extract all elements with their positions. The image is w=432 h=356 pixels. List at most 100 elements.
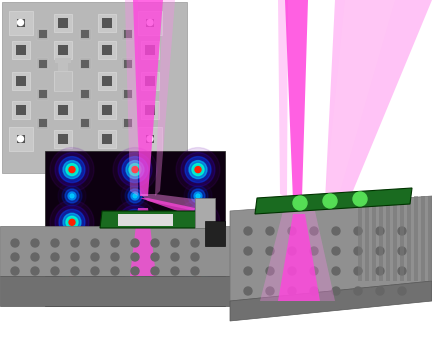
Circle shape (59, 157, 85, 183)
Polygon shape (325, 0, 432, 201)
Circle shape (323, 194, 337, 208)
Circle shape (266, 287, 274, 295)
Bar (122, 89, 133, 100)
Circle shape (11, 239, 19, 247)
Circle shape (70, 248, 74, 252)
Polygon shape (230, 196, 432, 301)
Circle shape (398, 227, 406, 235)
Circle shape (332, 267, 340, 275)
Circle shape (55, 261, 89, 295)
Circle shape (151, 267, 159, 275)
Circle shape (191, 243, 205, 257)
Bar (39, 90, 47, 98)
Bar (145, 76, 155, 86)
Circle shape (133, 194, 137, 198)
Circle shape (63, 269, 81, 287)
Circle shape (354, 267, 362, 275)
Circle shape (192, 272, 204, 284)
Polygon shape (255, 188, 412, 214)
Bar (146, 19, 154, 26)
Circle shape (147, 136, 153, 142)
Circle shape (185, 265, 211, 291)
Circle shape (185, 157, 211, 183)
Bar (122, 58, 133, 69)
Circle shape (194, 246, 202, 254)
Circle shape (244, 287, 252, 295)
Circle shape (118, 153, 152, 187)
Circle shape (132, 167, 138, 173)
Circle shape (332, 247, 340, 255)
Circle shape (113, 256, 157, 300)
Circle shape (131, 239, 139, 247)
Circle shape (176, 256, 220, 300)
Circle shape (131, 192, 139, 200)
Circle shape (66, 164, 78, 176)
Circle shape (63, 161, 81, 179)
Bar (39, 31, 47, 38)
Circle shape (91, 267, 99, 275)
Circle shape (59, 209, 85, 235)
Circle shape (185, 209, 211, 235)
Circle shape (310, 227, 318, 235)
Bar (12, 72, 29, 90)
Bar (407, 196, 410, 281)
Bar (124, 119, 132, 127)
Circle shape (184, 236, 212, 264)
Bar (2, 2, 187, 173)
Circle shape (244, 227, 252, 235)
Bar (118, 214, 173, 226)
Circle shape (50, 200, 94, 244)
Circle shape (195, 167, 201, 173)
Bar (98, 14, 117, 32)
Circle shape (111, 253, 119, 261)
Bar (37, 29, 48, 40)
Bar (365, 196, 368, 281)
Circle shape (65, 189, 79, 203)
Bar (98, 41, 117, 59)
Polygon shape (100, 211, 212, 228)
Circle shape (63, 213, 81, 231)
Circle shape (125, 240, 145, 260)
Bar (37, 118, 48, 129)
Circle shape (71, 239, 79, 247)
Bar (80, 58, 91, 69)
Circle shape (191, 253, 199, 261)
Circle shape (122, 157, 148, 183)
Polygon shape (205, 221, 225, 246)
Bar (98, 130, 117, 148)
Bar (80, 29, 91, 40)
Circle shape (184, 182, 212, 210)
Bar (45, 151, 225, 306)
Circle shape (66, 272, 78, 284)
Bar (80, 89, 91, 100)
Polygon shape (140, 198, 195, 216)
Bar (102, 17, 112, 27)
Bar (145, 105, 155, 115)
Bar (16, 45, 25, 55)
Bar (58, 76, 68, 86)
Bar (16, 19, 25, 26)
Circle shape (51, 253, 59, 261)
Circle shape (244, 247, 252, 255)
Circle shape (181, 261, 215, 295)
Circle shape (51, 267, 59, 275)
Bar (81, 119, 89, 127)
Circle shape (133, 248, 137, 252)
Bar (58, 105, 68, 115)
Circle shape (126, 161, 144, 179)
Bar (102, 76, 112, 86)
Bar (400, 196, 403, 281)
Polygon shape (133, 0, 163, 196)
Circle shape (31, 267, 39, 275)
Bar (102, 105, 112, 115)
Circle shape (128, 243, 142, 257)
Circle shape (194, 192, 202, 200)
Circle shape (118, 205, 152, 239)
Bar (122, 29, 133, 40)
Polygon shape (325, 0, 395, 201)
Circle shape (113, 200, 157, 244)
Circle shape (147, 20, 153, 26)
Bar (124, 59, 132, 68)
Bar (124, 90, 132, 98)
Bar (141, 101, 159, 119)
